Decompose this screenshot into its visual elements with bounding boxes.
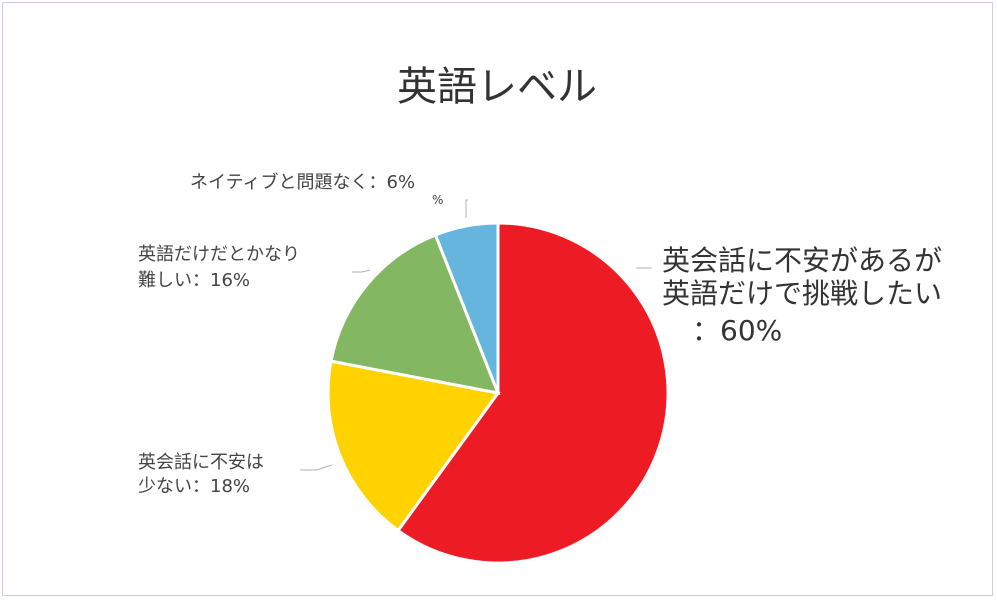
slice-label-confident-line1: 英会話に不安は bbox=[138, 452, 264, 473]
slice-label-anxious-line1: 英会話に不安があるが bbox=[662, 244, 942, 277]
slice-label-difficult-line2: 難しい：16% bbox=[138, 270, 250, 291]
slice-label-difficult-line1: 英語だけだとかなり bbox=[138, 244, 300, 265]
leader-line-confident bbox=[300, 464, 333, 471]
pie-slice-anxious bbox=[395, 221, 670, 565]
stray-percent-label: % bbox=[432, 193, 443, 207]
pie-slice-native bbox=[433, 221, 500, 394]
pie-slice-confident bbox=[326, 359, 501, 533]
pie-slices bbox=[326, 221, 670, 565]
slice-label-anxious-line3: ：60% bbox=[692, 314, 782, 347]
slice-label-anxious-line2: 英語だけで挑戦したい bbox=[662, 277, 942, 310]
pie-slice-difficult bbox=[329, 232, 501, 395]
leader-line-native bbox=[465, 199, 468, 218]
slice-label-confident-line2: 少ない：18% bbox=[138, 476, 250, 497]
chart-title: 英語レベル bbox=[397, 64, 597, 110]
slice-label-native: ネイティブと問題なく：6% bbox=[190, 171, 415, 193]
leader-line-difficult bbox=[352, 269, 371, 273]
